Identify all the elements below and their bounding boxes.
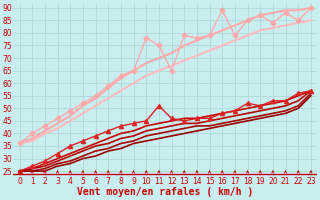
X-axis label: Vent moyen/en rafales ( km/h ): Vent moyen/en rafales ( km/h ) [77, 187, 253, 197]
